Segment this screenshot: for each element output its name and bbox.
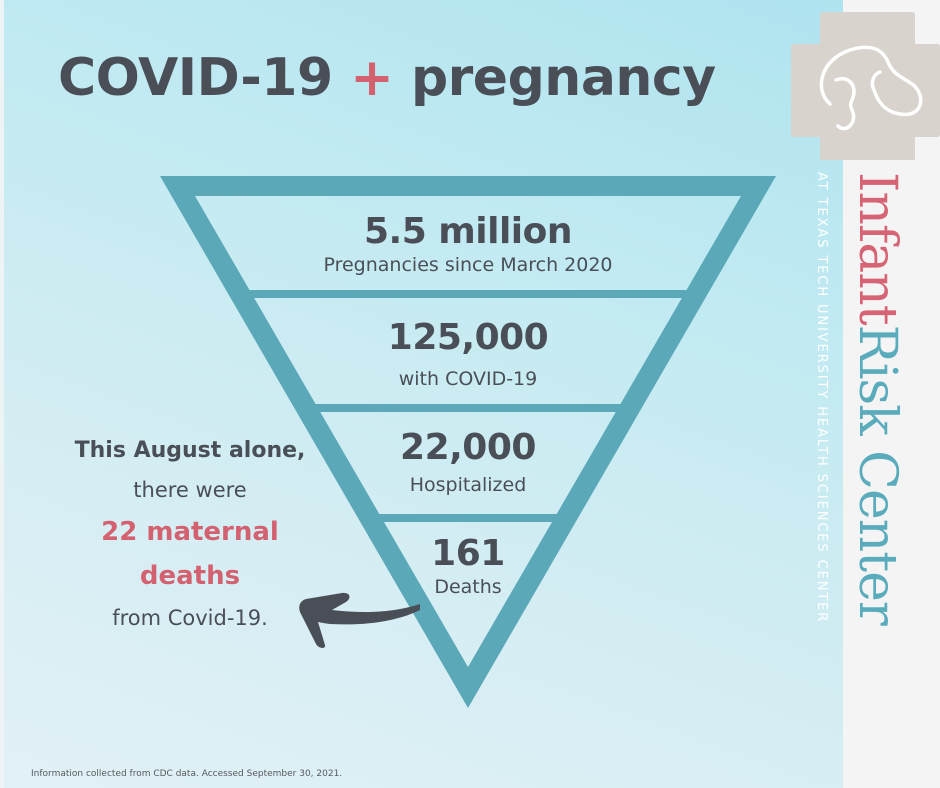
curved-arrow-icon (299, 592, 420, 648)
brand-subtitle: AT TEXAS TECH UNIVERSITY HEALTH SCIENCES… (814, 172, 829, 624)
tier-value: 22,000 (400, 427, 536, 468)
title-covid: COVID-19 (58, 48, 333, 108)
tier-label: with COVID-19 (398, 368, 538, 390)
funnel-tier-covid: 125,000 with COVID-19 (336, 318, 600, 392)
page-title: COVID-19 + pregnancy (58, 38, 716, 118)
tier-label: Pregnancies since March 2020 (323, 254, 613, 276)
brand-name-infant: Infant (847, 172, 907, 325)
title-plus: + (350, 48, 394, 108)
brand-name-risk-center: Risk Center (847, 324, 907, 625)
left-edge-strip (0, 0, 4, 788)
tier-value: 161 (431, 533, 505, 574)
tier-value: 125,000 (387, 317, 549, 358)
maternal-deaths-note: This August alone, there were 22 materna… (56, 432, 324, 638)
baby-cross-logo-icon (791, 12, 940, 160)
tier-value: 5.5 million (363, 211, 573, 252)
note-highlight-2: deaths (139, 561, 241, 591)
funnel-divider-3 (369, 514, 567, 522)
brand-wordmark: InfantRisk Center (847, 172, 907, 712)
note-line-1: This August alone, (74, 438, 306, 463)
funnel-divider-2 (306, 404, 630, 412)
note-highlight-1: 22 maternal (101, 517, 279, 547)
funnel-tier-hospitalized: 22,000 Hospitalized (368, 428, 568, 498)
brand-name: InfantRisk Center (847, 172, 907, 625)
note-line-2: there were (133, 478, 247, 502)
funnel-divider-1 (240, 290, 696, 298)
tier-label: Deaths (434, 576, 502, 598)
title-pregnancy: pregnancy (410, 48, 716, 108)
note-line-5: from Covid-19. (112, 606, 268, 630)
source-footnote: Information collected from CDC data. Acc… (31, 769, 343, 779)
funnel-tier-pregnancies: 5.5 million Pregnancies since March 2020 (296, 212, 640, 278)
tier-label: Hospitalized (409, 474, 527, 496)
funnel-tier-deaths: 161 Deaths (398, 534, 538, 600)
